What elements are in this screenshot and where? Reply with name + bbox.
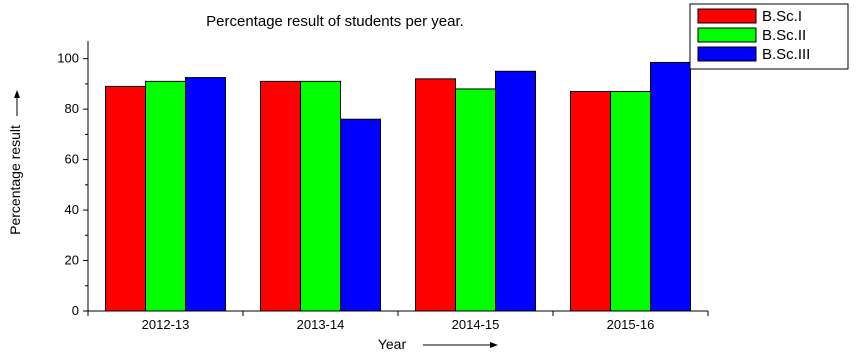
x-tick-label: 2014-15 (452, 317, 500, 332)
y-tick-label: 40 (65, 202, 79, 217)
bar-2015-16-bscii (610, 90, 651, 312)
x-axis-label: Year (378, 336, 407, 352)
legend-label: B.Sc.III (762, 46, 810, 63)
bar-2014-15-bscii (455, 88, 496, 312)
legend: B.Sc.I B.Sc.II B.Sc.III (689, 3, 849, 70)
legend-swatch (697, 27, 757, 43)
y-tick-label: 0 (72, 303, 79, 318)
bars-group (105, 61, 691, 312)
bar-2013-14-bsci (260, 80, 301, 312)
y-ticks-group: 0 20 40 60 80 100 (57, 51, 88, 318)
bar-2012-13-bscii (145, 80, 186, 312)
bar-2014-15-bsci (415, 78, 456, 312)
bar-2013-14-bsciii (340, 118, 381, 312)
bar-2015-16-bsci (570, 90, 611, 312)
y-tick-label: 20 (65, 253, 79, 268)
y-tick-label: 80 (65, 101, 79, 116)
chart-title: Percentage result of students per year. (206, 13, 464, 30)
bar-2015-16-bsciii (650, 61, 691, 312)
bar-2013-14-bscii (300, 80, 341, 312)
legend-label: B.Sc.II (762, 27, 806, 44)
y-tick-label: 60 (65, 152, 79, 167)
y-axis-label: Percentage result (7, 125, 23, 235)
x-ticks-group: 2012-13 2013-14 2014-15 2015-16 (87, 311, 709, 332)
bar-2014-15-bsciii (495, 70, 536, 312)
x-axis-arrow (423, 342, 498, 348)
y-tick-label: 100 (57, 51, 79, 66)
legend-swatch (697, 46, 757, 62)
x-tick-label: 2012-13 (142, 317, 190, 332)
x-tick-label: 2013-14 (297, 317, 345, 332)
bar-2012-13-bsci (105, 85, 146, 312)
legend-label: B.Sc.I (762, 8, 802, 25)
legend-swatch (697, 8, 757, 24)
plot-area: 0 20 40 60 80 100 2012-13 2013-14 2014-15 2015-1… (57, 41, 709, 332)
bar-2012-13-bsciii (185, 77, 226, 312)
x-tick-label: 2015-16 (607, 317, 655, 332)
y-axis-arrow (14, 90, 20, 116)
